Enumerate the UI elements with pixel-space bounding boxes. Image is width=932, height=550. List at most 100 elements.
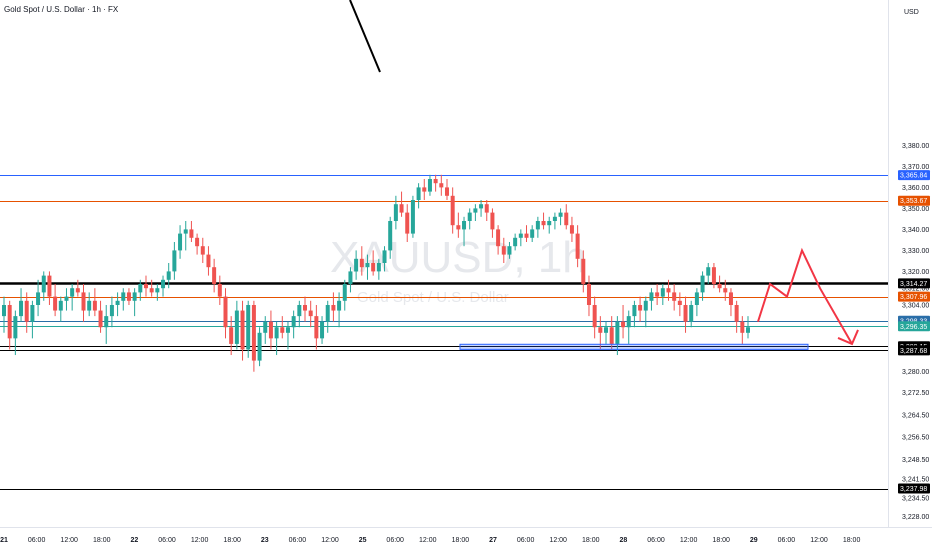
candle [592, 296, 597, 339]
candle [569, 216, 574, 242]
price-tag: 3,296.35 [898, 321, 930, 332]
watermark-symbol: XAUUSD, 1h [330, 233, 587, 282]
candle [280, 316, 285, 339]
candle [7, 300, 12, 350]
y-tick-label: 3,360.00 [902, 185, 929, 192]
y-tick-label: 3,312.00 [902, 286, 929, 293]
candle [660, 284, 665, 305]
y-tick-label: 3,241.50 [902, 476, 929, 483]
candle [206, 246, 211, 276]
candle [53, 284, 58, 317]
price-axis[interactable]: USD 3,380.00 3,370.00 3,360.00 3,350.00 3,340… [888, 0, 930, 527]
candle [149, 279, 154, 297]
x-tick-label: 12:00 [680, 537, 698, 544]
candle [132, 288, 137, 317]
y-tick-label: 3,330.00 [902, 248, 929, 255]
candle [388, 216, 393, 259]
candle [217, 275, 222, 305]
candle [121, 288, 126, 311]
x-tick-label: 12:00 [60, 537, 78, 544]
candle [558, 208, 563, 226]
x-tick-label: 21 [0, 537, 8, 544]
y-tick-label: 3,320.00 [902, 269, 929, 276]
projection-path[interactable] [757, 247, 853, 345]
candle [672, 284, 677, 311]
trend-line[interactable] [349, 0, 381, 73]
candle [70, 284, 75, 311]
candle [104, 305, 109, 344]
candle [621, 305, 626, 339]
candle [166, 263, 171, 289]
candle [229, 316, 234, 356]
price-tag: 3,314.27 [898, 278, 930, 289]
candle [36, 279, 41, 317]
candle [81, 284, 86, 322]
candle [109, 296, 114, 328]
drawings [349, 0, 859, 350]
candle [234, 300, 239, 350]
candle [138, 279, 143, 301]
price-tag: 3,307.96 [898, 291, 930, 302]
candle [694, 288, 699, 317]
candle [649, 288, 654, 311]
candle [92, 288, 97, 317]
candle [376, 258, 381, 280]
candle [87, 292, 92, 317]
candle [161, 275, 166, 297]
candle [331, 292, 336, 322]
candle [586, 275, 591, 317]
x-tick-label: 06:00 [778, 537, 796, 544]
candle [285, 321, 290, 350]
time-axis[interactable]: 21 06:00 12:00 18:00 22 06:00 12:00 18:00 23 06:0… [0, 527, 932, 545]
candle [711, 263, 716, 289]
chart-title: Gold Spot / U.S. Dollar · 1h · FX [4, 5, 119, 14]
candle [58, 296, 63, 322]
svg-text:3,307.96: 3,307.96 [900, 294, 927, 301]
candle [371, 250, 376, 276]
candle [530, 225, 535, 242]
candle [13, 310, 18, 356]
svg-text:3,365.84: 3,365.84 [900, 173, 927, 180]
candle [246, 300, 251, 358]
horizontal-levels [0, 175, 888, 490]
svg-text:3,353.67: 3,353.67 [900, 198, 927, 205]
candle [303, 296, 308, 322]
candle [535, 216, 540, 238]
candle [155, 284, 160, 301]
candle [19, 288, 24, 322]
candle [638, 296, 643, 322]
candle [405, 204, 410, 242]
y-tick-label: 3,370.00 [902, 164, 929, 171]
candle [427, 174, 432, 196]
candle [547, 216, 552, 234]
candle [274, 321, 279, 356]
x-tick-label: 06:00 [647, 537, 665, 544]
candle [251, 300, 256, 372]
price-tag: 3,365.84 [898, 170, 930, 181]
y-tick-label: 3,228.00 [902, 514, 929, 521]
candle [444, 179, 449, 200]
x-tick-label: 12:00 [191, 537, 209, 544]
candle [746, 316, 750, 339]
x-tick-label: 28 [620, 537, 628, 544]
svg-text:3,237.98: 3,237.98 [900, 486, 927, 493]
candle [604, 321, 609, 344]
x-tick-label: 06:00 [517, 537, 535, 544]
candle [342, 279, 347, 311]
x-tick-label: 12:00 [419, 537, 437, 544]
price-tag: 3,353.67 [898, 195, 930, 206]
candle [337, 292, 342, 328]
candle [115, 292, 120, 317]
candle [257, 327, 262, 367]
svg-text:3,314.27: 3,314.27 [900, 281, 927, 288]
candle [2, 296, 6, 333]
x-tick-label: 18:00 [452, 537, 470, 544]
candlesticks [2, 174, 750, 372]
support-zone[interactable] [459, 343, 809, 350]
candle [524, 225, 529, 242]
candle [399, 191, 404, 217]
y-tick-label: 3,234.50 [902, 496, 929, 503]
candle [268, 310, 273, 350]
candle [47, 271, 52, 305]
